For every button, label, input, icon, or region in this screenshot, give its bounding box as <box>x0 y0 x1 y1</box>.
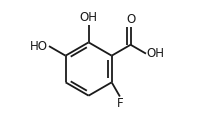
Text: OH: OH <box>80 11 98 24</box>
Text: OH: OH <box>147 47 165 60</box>
Text: O: O <box>127 13 136 26</box>
Text: F: F <box>117 97 124 110</box>
Text: HO: HO <box>30 40 48 53</box>
